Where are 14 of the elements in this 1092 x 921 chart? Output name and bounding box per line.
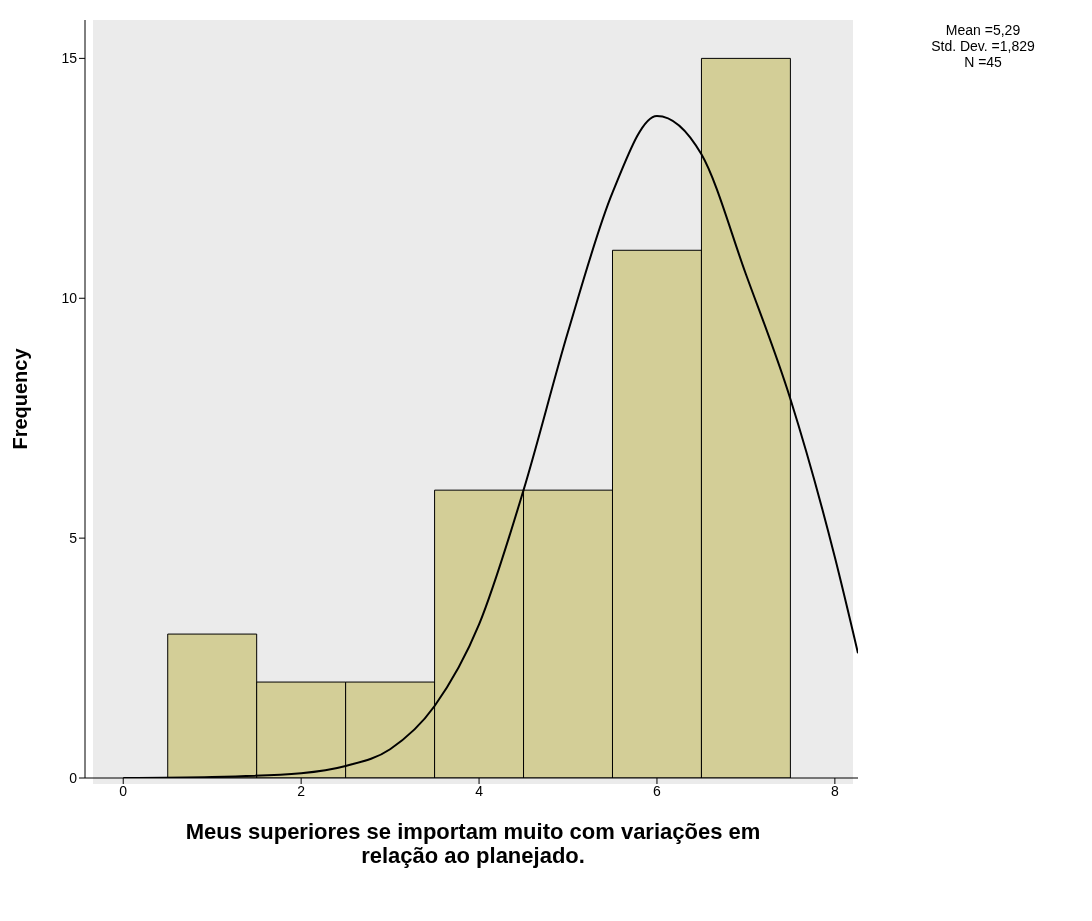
x-tick-label: 8 bbox=[830, 782, 839, 799]
x-tick-label: 4 bbox=[475, 782, 484, 799]
y-tick-label: 5 bbox=[69, 530, 78, 547]
x-axis-title: Meus superiores se importam muito com variações em relação ao planejado. bbox=[184, 819, 762, 868]
y-axis-title: Frequency bbox=[9, 347, 32, 450]
text: Mean =5,29 bbox=[944, 22, 1022, 38]
x-tick-label: 0 bbox=[119, 782, 128, 799]
text: N =45 bbox=[963, 54, 1003, 70]
y-tick-label: 15 bbox=[61, 50, 78, 67]
text: Std. Dev. =1,829 bbox=[930, 38, 1036, 54]
x-tick-label: 6 bbox=[653, 782, 662, 799]
x-tick-label: 2 bbox=[297, 782, 306, 799]
y-tick-label: 10 bbox=[61, 290, 78, 307]
y-tick-label: 0 bbox=[69, 769, 78, 786]
